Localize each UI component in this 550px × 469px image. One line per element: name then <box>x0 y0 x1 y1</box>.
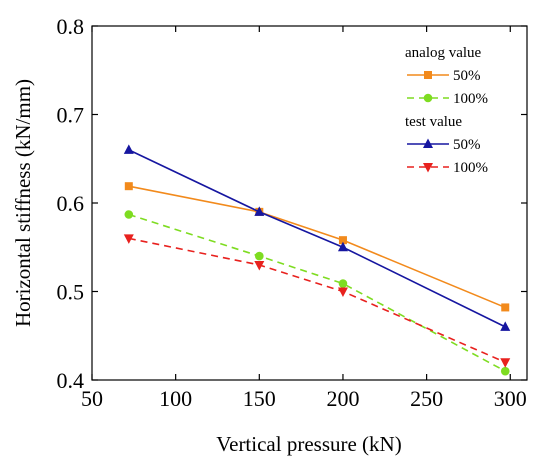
y-tick-label: 0.6 <box>57 191 85 216</box>
series-0 <box>124 182 510 312</box>
y-tick-label: 0.4 <box>57 368 85 393</box>
data-point <box>337 287 348 297</box>
axis-ticks <box>91 25 527 381</box>
legend-label: 100% <box>453 91 488 107</box>
x-axis-title: Vertical pressure (kN) <box>216 432 401 456</box>
legend-label: 50% <box>453 137 481 153</box>
series-line <box>128 213 506 372</box>
data-point <box>500 366 510 376</box>
legend-marker <box>423 93 433 103</box>
x-tick-label: 100 <box>159 386 192 411</box>
legend-label: 100% <box>453 160 488 176</box>
legend: analog value 50% 100% test value 50% 100% <box>405 45 488 176</box>
y-tick-label: 0.5 <box>57 280 85 305</box>
y-tick-label: 0.8 <box>57 14 85 39</box>
series-line <box>128 149 506 328</box>
series-3 <box>123 234 511 368</box>
data-point <box>254 260 265 271</box>
axis-labels: 50 100 150 200 250 300 0.4 0.5 0.6 0.7 0.8 <box>57 14 527 411</box>
series-line <box>128 185 506 309</box>
x-tick-label: 50 <box>81 386 103 411</box>
legend-item: 100% <box>407 160 488 176</box>
legend-marker <box>424 71 432 79</box>
data-point <box>254 206 265 216</box>
legend-marker <box>423 138 433 148</box>
legend-group-title: test value <box>405 114 462 130</box>
legend-label: 50% <box>453 68 481 84</box>
legend-item: 50% <box>407 68 481 84</box>
y-axis-title: Horizontal stiffness (kN/mm) <box>11 79 35 327</box>
x-tick-label: 300 <box>494 386 527 411</box>
data-point <box>338 236 347 245</box>
series-layer <box>123 144 511 376</box>
series-2 <box>123 144 511 331</box>
y-tick-label: 0.7 <box>57 103 85 128</box>
data-point <box>123 144 134 154</box>
data-point <box>255 251 264 261</box>
x-tick-label: 200 <box>326 386 359 411</box>
data-point <box>337 241 348 252</box>
data-point <box>501 303 510 312</box>
series-1 <box>124 210 510 376</box>
legend-item: 100% <box>407 91 488 107</box>
data-point <box>500 358 511 368</box>
data-point <box>338 279 348 288</box>
legend-marker <box>423 163 433 173</box>
data-point <box>124 182 133 191</box>
data-point <box>500 321 511 331</box>
x-tick-label: 150 <box>243 386 276 411</box>
data-point <box>123 234 134 244</box>
x-tick-label: 250 <box>410 386 443 411</box>
legend-item: 50% <box>407 137 481 153</box>
series-line <box>128 237 506 364</box>
data-point <box>124 210 134 219</box>
legend-group-title: analog value <box>405 45 482 61</box>
